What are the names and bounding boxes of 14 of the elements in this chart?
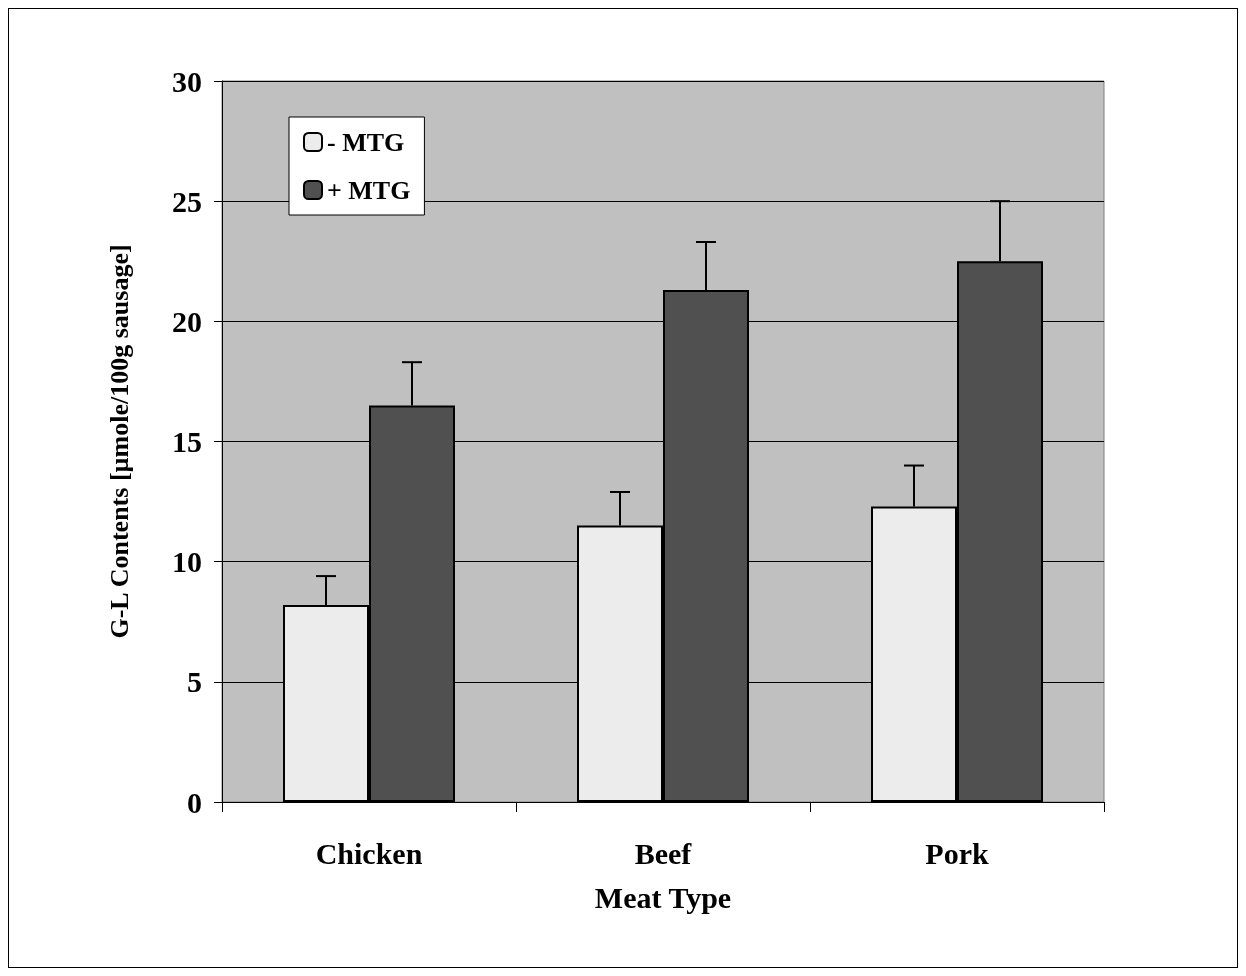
y-axis-title: G-L Contents [µmole/100g sausage] (104, 244, 134, 639)
x-tick-label: Beef (634, 836, 693, 870)
legend-label: - MTG (327, 127, 405, 157)
y-tick-label: 30 (172, 64, 202, 98)
y-tick-label: 5 (187, 665, 202, 699)
y-tick-label: 0 (187, 785, 202, 819)
x-axis-title: Meat Type (594, 880, 732, 914)
legend-label: + MTG (327, 175, 411, 205)
y-tick-label: 10 (172, 545, 202, 579)
y-tick-label: 15 (172, 425, 202, 458)
y-tick-label: 25 (172, 184, 202, 218)
x-tick-label: Pork (925, 836, 989, 870)
y-tick-label: 20 (172, 304, 202, 338)
x-tick-label: Chicken (315, 836, 423, 870)
